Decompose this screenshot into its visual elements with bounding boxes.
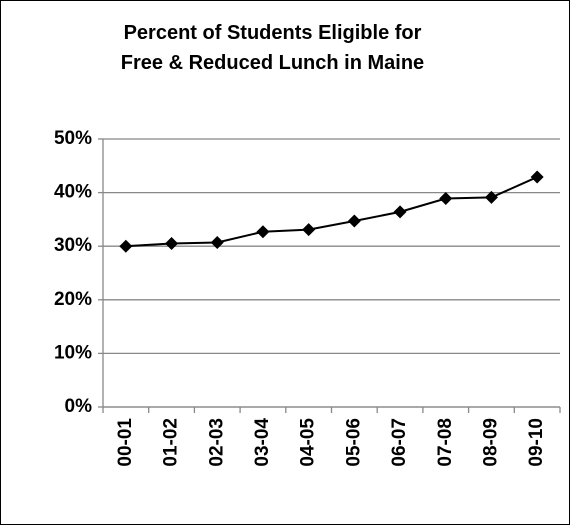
y-tick-label: 0% bbox=[65, 396, 93, 417]
data-marker bbox=[530, 170, 544, 184]
x-tick-label: 05-06 bbox=[343, 418, 364, 467]
data-marker bbox=[302, 223, 316, 237]
x-tick-label: 00-01 bbox=[115, 418, 136, 467]
x-tick-label: 02-03 bbox=[206, 418, 227, 467]
data-marker bbox=[347, 214, 361, 228]
y-tick-label: 30% bbox=[54, 235, 92, 256]
data-line bbox=[125, 176, 538, 248]
data-marker bbox=[119, 239, 133, 253]
x-tick-label: 03-04 bbox=[252, 418, 273, 467]
y-tick-label: 40% bbox=[54, 182, 92, 203]
data-marker bbox=[210, 235, 224, 249]
data-marker bbox=[256, 225, 270, 239]
x-tick-label: 04-05 bbox=[298, 418, 319, 467]
data-marker bbox=[484, 190, 498, 204]
y-tick-label: 10% bbox=[54, 342, 92, 363]
data-marker bbox=[165, 237, 179, 251]
x-tick-label: 09-10 bbox=[526, 418, 547, 467]
data-marker bbox=[439, 191, 453, 205]
x-tick-label: 01-02 bbox=[161, 418, 182, 467]
x-tick-label: 08-09 bbox=[480, 418, 501, 467]
chart-title: Percent of Students Eligible for Free & … bbox=[120, 22, 425, 74]
x-tick-label: 07-08 bbox=[435, 418, 456, 467]
x-tick-label: 06-07 bbox=[389, 418, 410, 467]
y-tick-label: 50% bbox=[54, 128, 92, 149]
y-tick-label: 20% bbox=[54, 289, 92, 310]
data-marker bbox=[393, 205, 407, 219]
